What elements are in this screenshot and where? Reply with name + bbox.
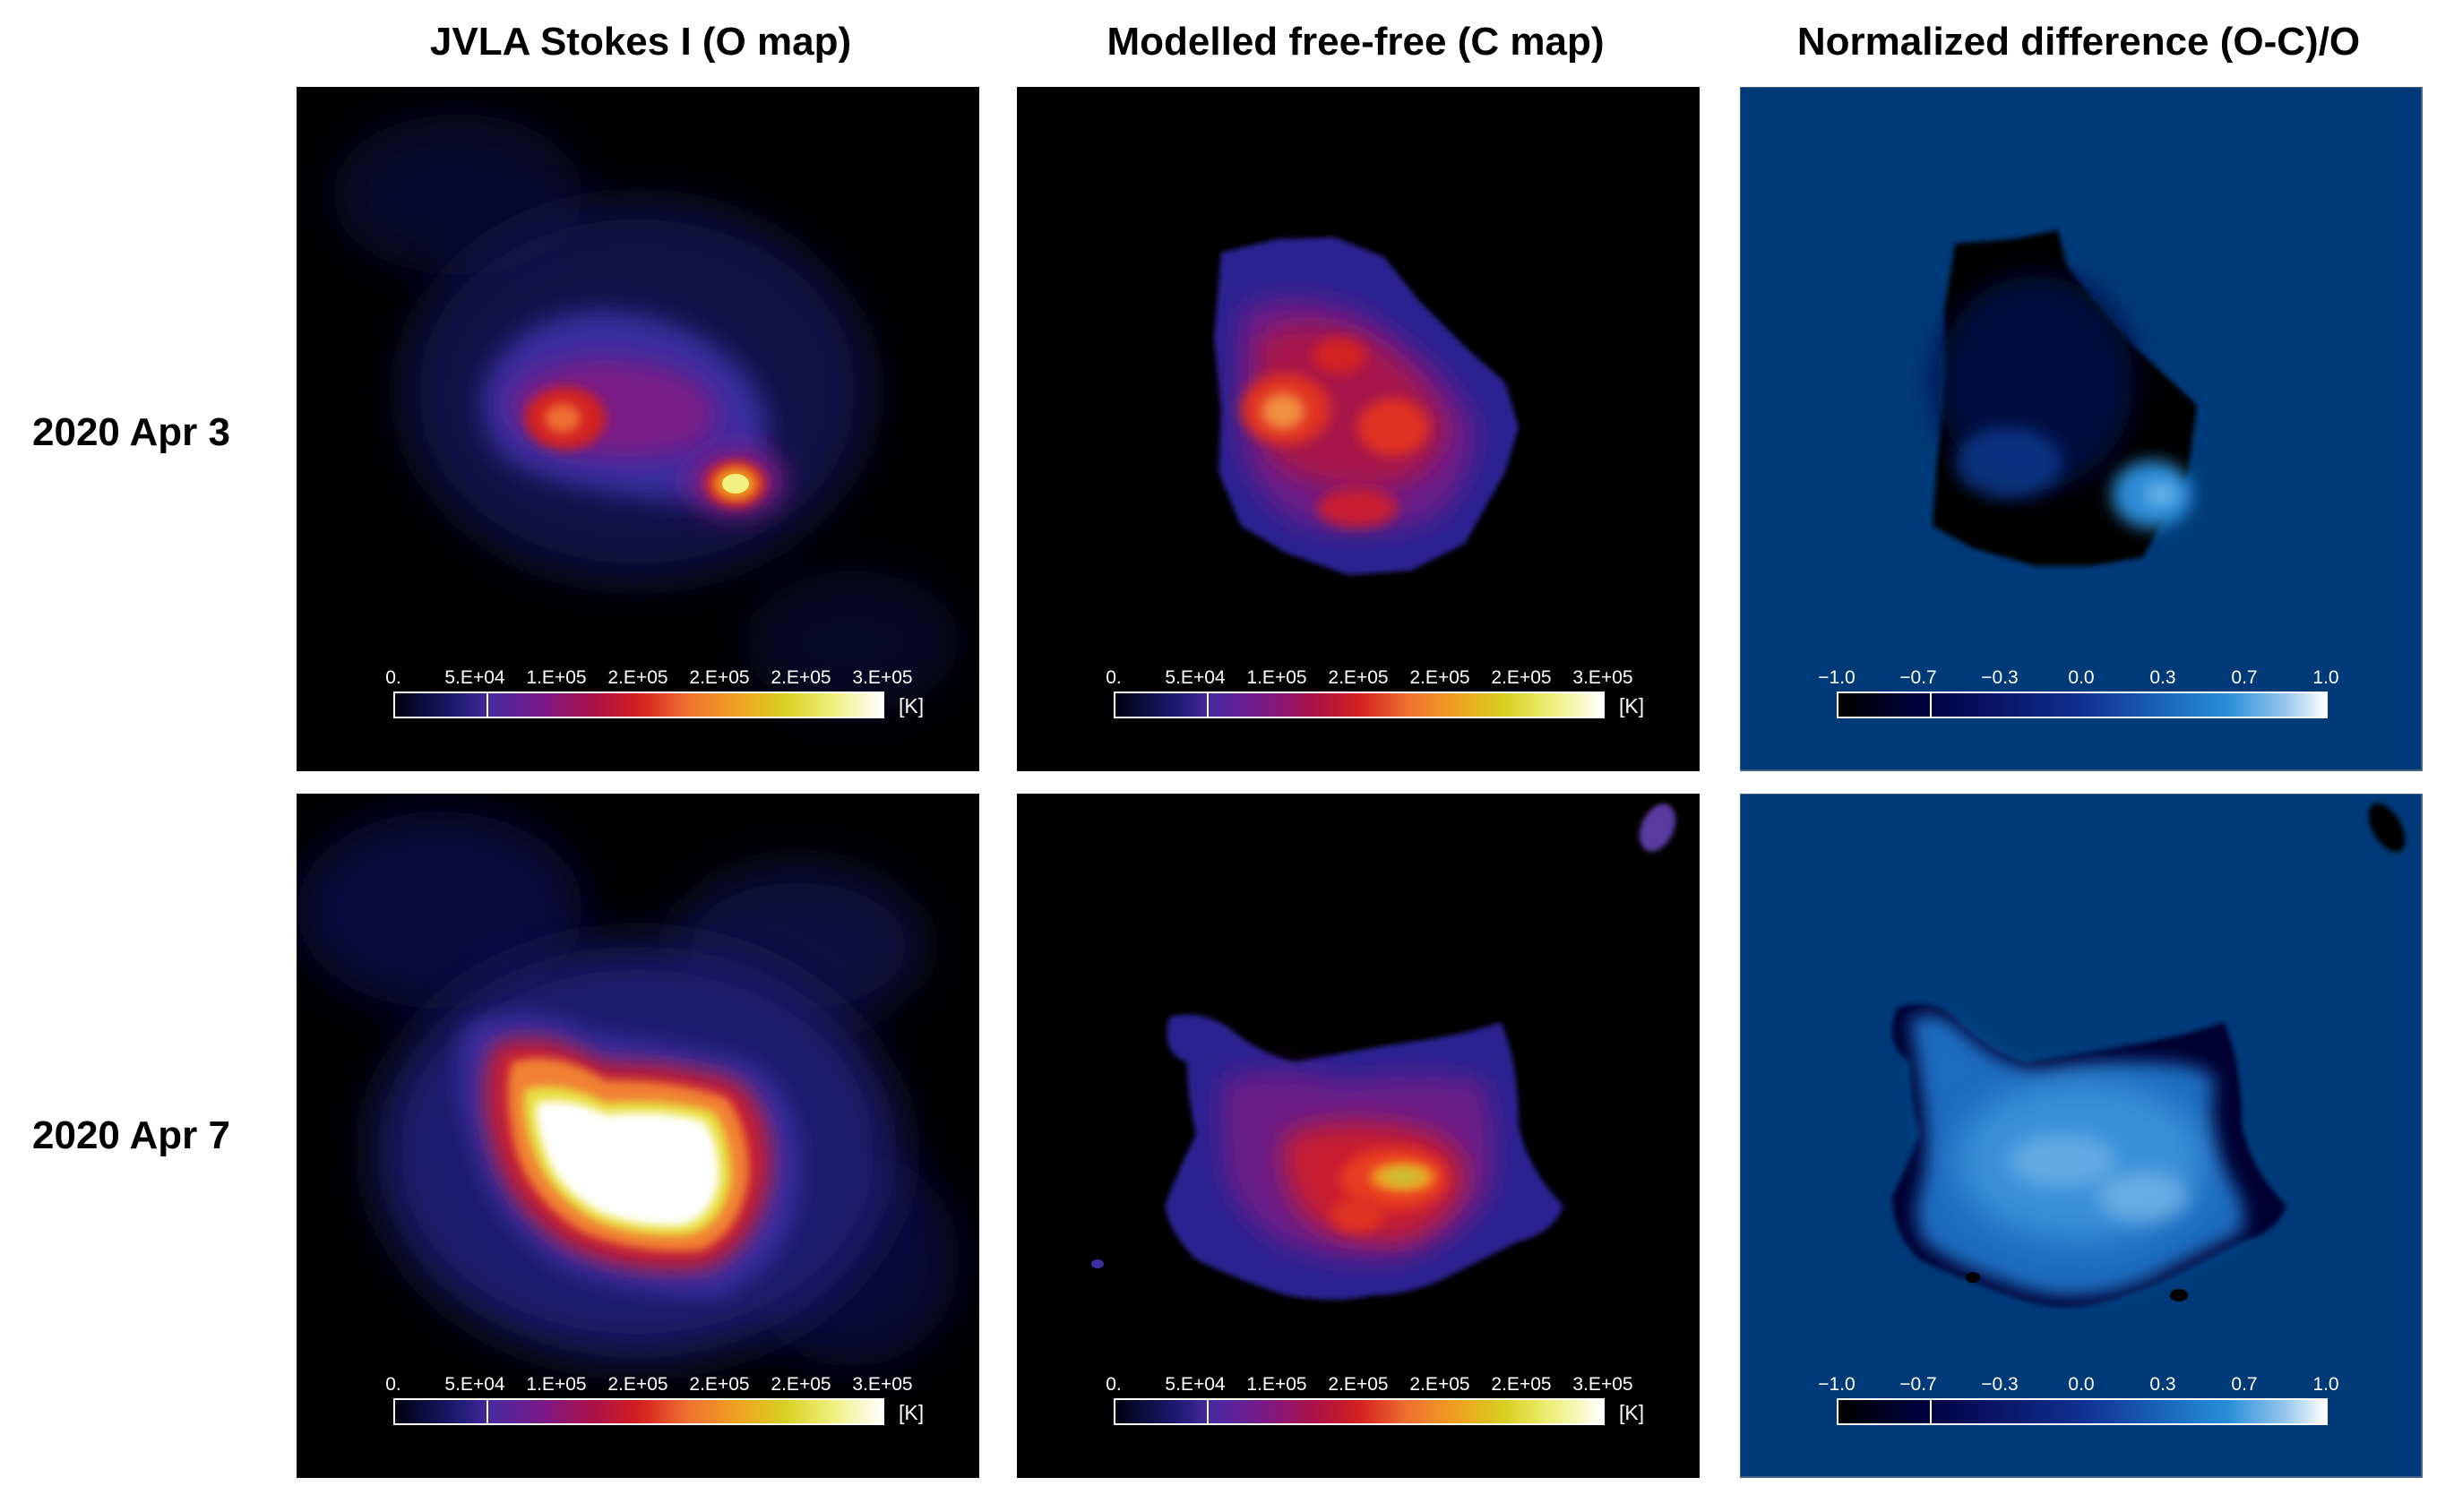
temperature-colorbar-apr3-modelled xyxy=(1114,692,1605,718)
colorbar-tick: 5.E+04 xyxy=(1165,667,1226,688)
colorbar-tick: 0.7 xyxy=(2231,667,2258,688)
colorbar-tick: 5.E+04 xyxy=(444,667,505,688)
colorbar-unit: [K] xyxy=(1619,694,1645,717)
colorbar-tick: 0. xyxy=(1106,1374,1122,1395)
temperature-colorbar-apr3-observed xyxy=(393,692,884,718)
colorbar-tick: 1.E+05 xyxy=(1246,1374,1307,1395)
colorbar-tick: 3.E+05 xyxy=(852,667,913,688)
colorbar-unit: [K] xyxy=(1619,1401,1645,1424)
difference-colorbar-apr7 xyxy=(1837,1398,2328,1425)
colorbar-unit: [K] xyxy=(899,1401,925,1424)
row-label-apr3: 2020 Apr 3 xyxy=(32,410,230,454)
row-label-apr7: 2020 Apr 7 xyxy=(32,1113,230,1157)
colorbar-tick: 2.E+05 xyxy=(607,667,668,688)
difference-map-apr7: −1.0 −0.7 −0.3 0.0 0.3 0.7 1.0 xyxy=(1740,794,2423,1478)
colorbar-tick: −0.3 xyxy=(1981,667,2019,688)
observed-map-apr3-image xyxy=(332,114,960,714)
colorbar-tick: 3.E+05 xyxy=(852,1374,913,1395)
temperature-colorbar-apr7-observed xyxy=(393,1398,884,1425)
temperature-colorbar-apr7-modelled xyxy=(1114,1398,1605,1425)
column-title-modelled: Modelled free-free (C map) xyxy=(1106,20,1605,64)
colorbar-tick: 1.E+05 xyxy=(526,667,587,688)
modelled-map-apr7: 0. 5.E+04 1.E+05 2.E+05 2.E+05 2.E+05 3.… xyxy=(1017,794,1700,1478)
column-title-difference: Normalized difference (O-C)/O xyxy=(1796,20,2361,64)
colorbar-unit: [K] xyxy=(899,694,925,717)
colorbar-tick: −0.3 xyxy=(1981,1374,2019,1395)
colorbar-tick: 2.E+05 xyxy=(607,1374,668,1395)
colorbar-tick: 3.E+05 xyxy=(1572,1374,1633,1395)
colorbar-tick: 1.0 xyxy=(2312,667,2339,688)
colorbar-tick: 1.0 xyxy=(2312,1374,2339,1395)
colorbar-tick: 5.E+04 xyxy=(1165,1374,1226,1395)
colorbar-tick: −1.0 xyxy=(1818,1374,1856,1395)
observed-map-apr7: 0. 5.E+04 1.E+05 2.E+05 2.E+05 2.E+05 3.… xyxy=(297,794,979,1478)
colorbar-tick: 2.E+05 xyxy=(1409,667,1470,688)
colorbar-tick: 2.E+05 xyxy=(771,667,831,688)
modelled-map-apr3-image xyxy=(1214,237,1519,575)
difference-map-apr3-image xyxy=(1933,230,2197,566)
colorbar-tick: 2.E+05 xyxy=(689,1374,750,1395)
colorbar-tick: 1.E+05 xyxy=(526,1374,587,1395)
colorbar-tick: 2.E+05 xyxy=(1491,1374,1552,1395)
observed-map-apr3: 0. 5.E+04 1.E+05 2.E+05 2.E+05 2.E+05 3.… xyxy=(297,87,979,771)
colorbar-tick: 2.E+05 xyxy=(1409,1374,1470,1395)
colorbar-tick: 2.E+05 xyxy=(771,1374,831,1395)
modelled-map-apr7-image xyxy=(1091,803,1676,1300)
observed-map-apr7-image xyxy=(297,812,960,1367)
colorbar-tick: 5.E+04 xyxy=(444,1374,505,1395)
colorbar-tick: 3.E+05 xyxy=(1572,667,1633,688)
colorbar-tick: 2.E+05 xyxy=(689,667,750,688)
colorbar-tick: −0.7 xyxy=(1899,667,1937,688)
colorbar-tick: −0.7 xyxy=(1899,1374,1937,1395)
colorbar-tick: 0.0 xyxy=(2068,1374,2095,1395)
colorbar-tick: 0.3 xyxy=(2149,1374,2176,1395)
colorbar-tick: 2.E+05 xyxy=(1328,667,1389,688)
colorbar-tick: 1.E+05 xyxy=(1246,667,1307,688)
colorbar-tick: 0. xyxy=(385,1374,401,1395)
modelled-map-apr3: 0. 5.E+04 1.E+05 2.E+05 2.E+05 2.E+05 3.… xyxy=(1017,87,1700,771)
colorbar-tick: 0.0 xyxy=(2068,667,2095,688)
difference-map-apr7-image xyxy=(1892,803,2406,1308)
difference-map-apr3: −1.0 −0.7 −0.3 0.0 0.3 0.7 1.0 xyxy=(1740,87,2423,771)
colorbar-tick: 0. xyxy=(385,667,401,688)
colorbar-tick: −1.0 xyxy=(1818,667,1856,688)
column-title-observed: JVLA Stokes I (O map) xyxy=(429,20,852,64)
colorbar-tick: 0.7 xyxy=(2231,1374,2258,1395)
colorbar-tick: 0.3 xyxy=(2149,667,2176,688)
colorbar-tick: 2.E+05 xyxy=(1328,1374,1389,1395)
colorbar-tick: 2.E+05 xyxy=(1491,667,1552,688)
difference-colorbar-apr3 xyxy=(1837,692,2328,718)
colorbar-tick: 0. xyxy=(1106,667,1122,688)
